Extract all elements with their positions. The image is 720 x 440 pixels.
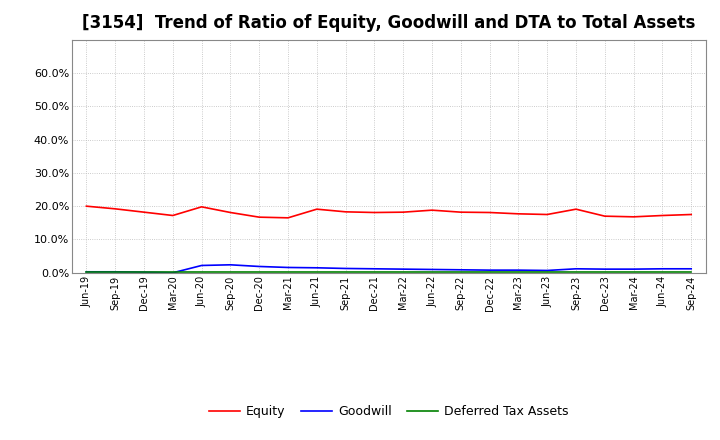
Equity <box>572 206 580 212</box>
Goodwill <box>687 266 696 271</box>
Deferred Tax Assets <box>82 270 91 275</box>
Goodwill <box>572 266 580 271</box>
Equity <box>629 214 638 220</box>
Goodwill <box>312 265 321 271</box>
Goodwill <box>514 268 523 273</box>
Deferred Tax Assets <box>111 270 120 275</box>
Deferred Tax Assets <box>600 270 609 275</box>
Goodwill <box>255 264 264 269</box>
Equity <box>111 206 120 212</box>
Line: Equity: Equity <box>86 206 691 218</box>
Deferred Tax Assets <box>140 270 148 275</box>
Deferred Tax Assets <box>629 270 638 275</box>
Equity <box>658 213 667 218</box>
Deferred Tax Assets <box>485 270 494 275</box>
Equity <box>370 210 379 215</box>
Goodwill <box>456 267 465 272</box>
Equity <box>82 204 91 209</box>
Deferred Tax Assets <box>284 270 292 275</box>
Deferred Tax Assets <box>658 270 667 275</box>
Equity <box>226 210 235 215</box>
Deferred Tax Assets <box>399 270 408 275</box>
Deferred Tax Assets <box>341 270 350 275</box>
Goodwill <box>140 269 148 275</box>
Deferred Tax Assets <box>312 270 321 275</box>
Equity <box>600 213 609 219</box>
Equity <box>312 206 321 212</box>
Deferred Tax Assets <box>168 270 177 275</box>
Goodwill <box>600 267 609 272</box>
Equity <box>255 215 264 220</box>
Goodwill <box>658 266 667 271</box>
Line: Goodwill: Goodwill <box>86 265 691 273</box>
Goodwill <box>168 270 177 275</box>
Deferred Tax Assets <box>514 270 523 275</box>
Goodwill <box>341 266 350 271</box>
Deferred Tax Assets <box>226 270 235 275</box>
Goodwill <box>370 266 379 271</box>
Equity <box>514 211 523 216</box>
Goodwill <box>543 268 552 273</box>
Deferred Tax Assets <box>572 270 580 275</box>
Goodwill <box>485 268 494 273</box>
Equity <box>456 209 465 215</box>
Equity <box>399 209 408 215</box>
Deferred Tax Assets <box>370 270 379 275</box>
Equity <box>284 215 292 220</box>
Equity <box>140 209 148 215</box>
Goodwill <box>428 267 436 272</box>
Goodwill <box>197 263 206 268</box>
Equity <box>485 210 494 215</box>
Goodwill <box>226 262 235 268</box>
Equity <box>428 208 436 213</box>
Goodwill <box>111 269 120 275</box>
Deferred Tax Assets <box>456 270 465 275</box>
Equity <box>168 213 177 218</box>
Deferred Tax Assets <box>687 270 696 275</box>
Goodwill <box>284 265 292 270</box>
Goodwill <box>82 269 91 275</box>
Deferred Tax Assets <box>543 270 552 275</box>
Deferred Tax Assets <box>428 270 436 275</box>
Equity <box>543 212 552 217</box>
Legend: Equity, Goodwill, Deferred Tax Assets: Equity, Goodwill, Deferred Tax Assets <box>204 400 574 423</box>
Goodwill <box>629 267 638 272</box>
Equity <box>197 204 206 209</box>
Title: [3154]  Trend of Ratio of Equity, Goodwill and DTA to Total Assets: [3154] Trend of Ratio of Equity, Goodwil… <box>82 15 696 33</box>
Goodwill <box>399 267 408 272</box>
Equity <box>341 209 350 214</box>
Equity <box>687 212 696 217</box>
Deferred Tax Assets <box>255 270 264 275</box>
Deferred Tax Assets <box>197 270 206 275</box>
